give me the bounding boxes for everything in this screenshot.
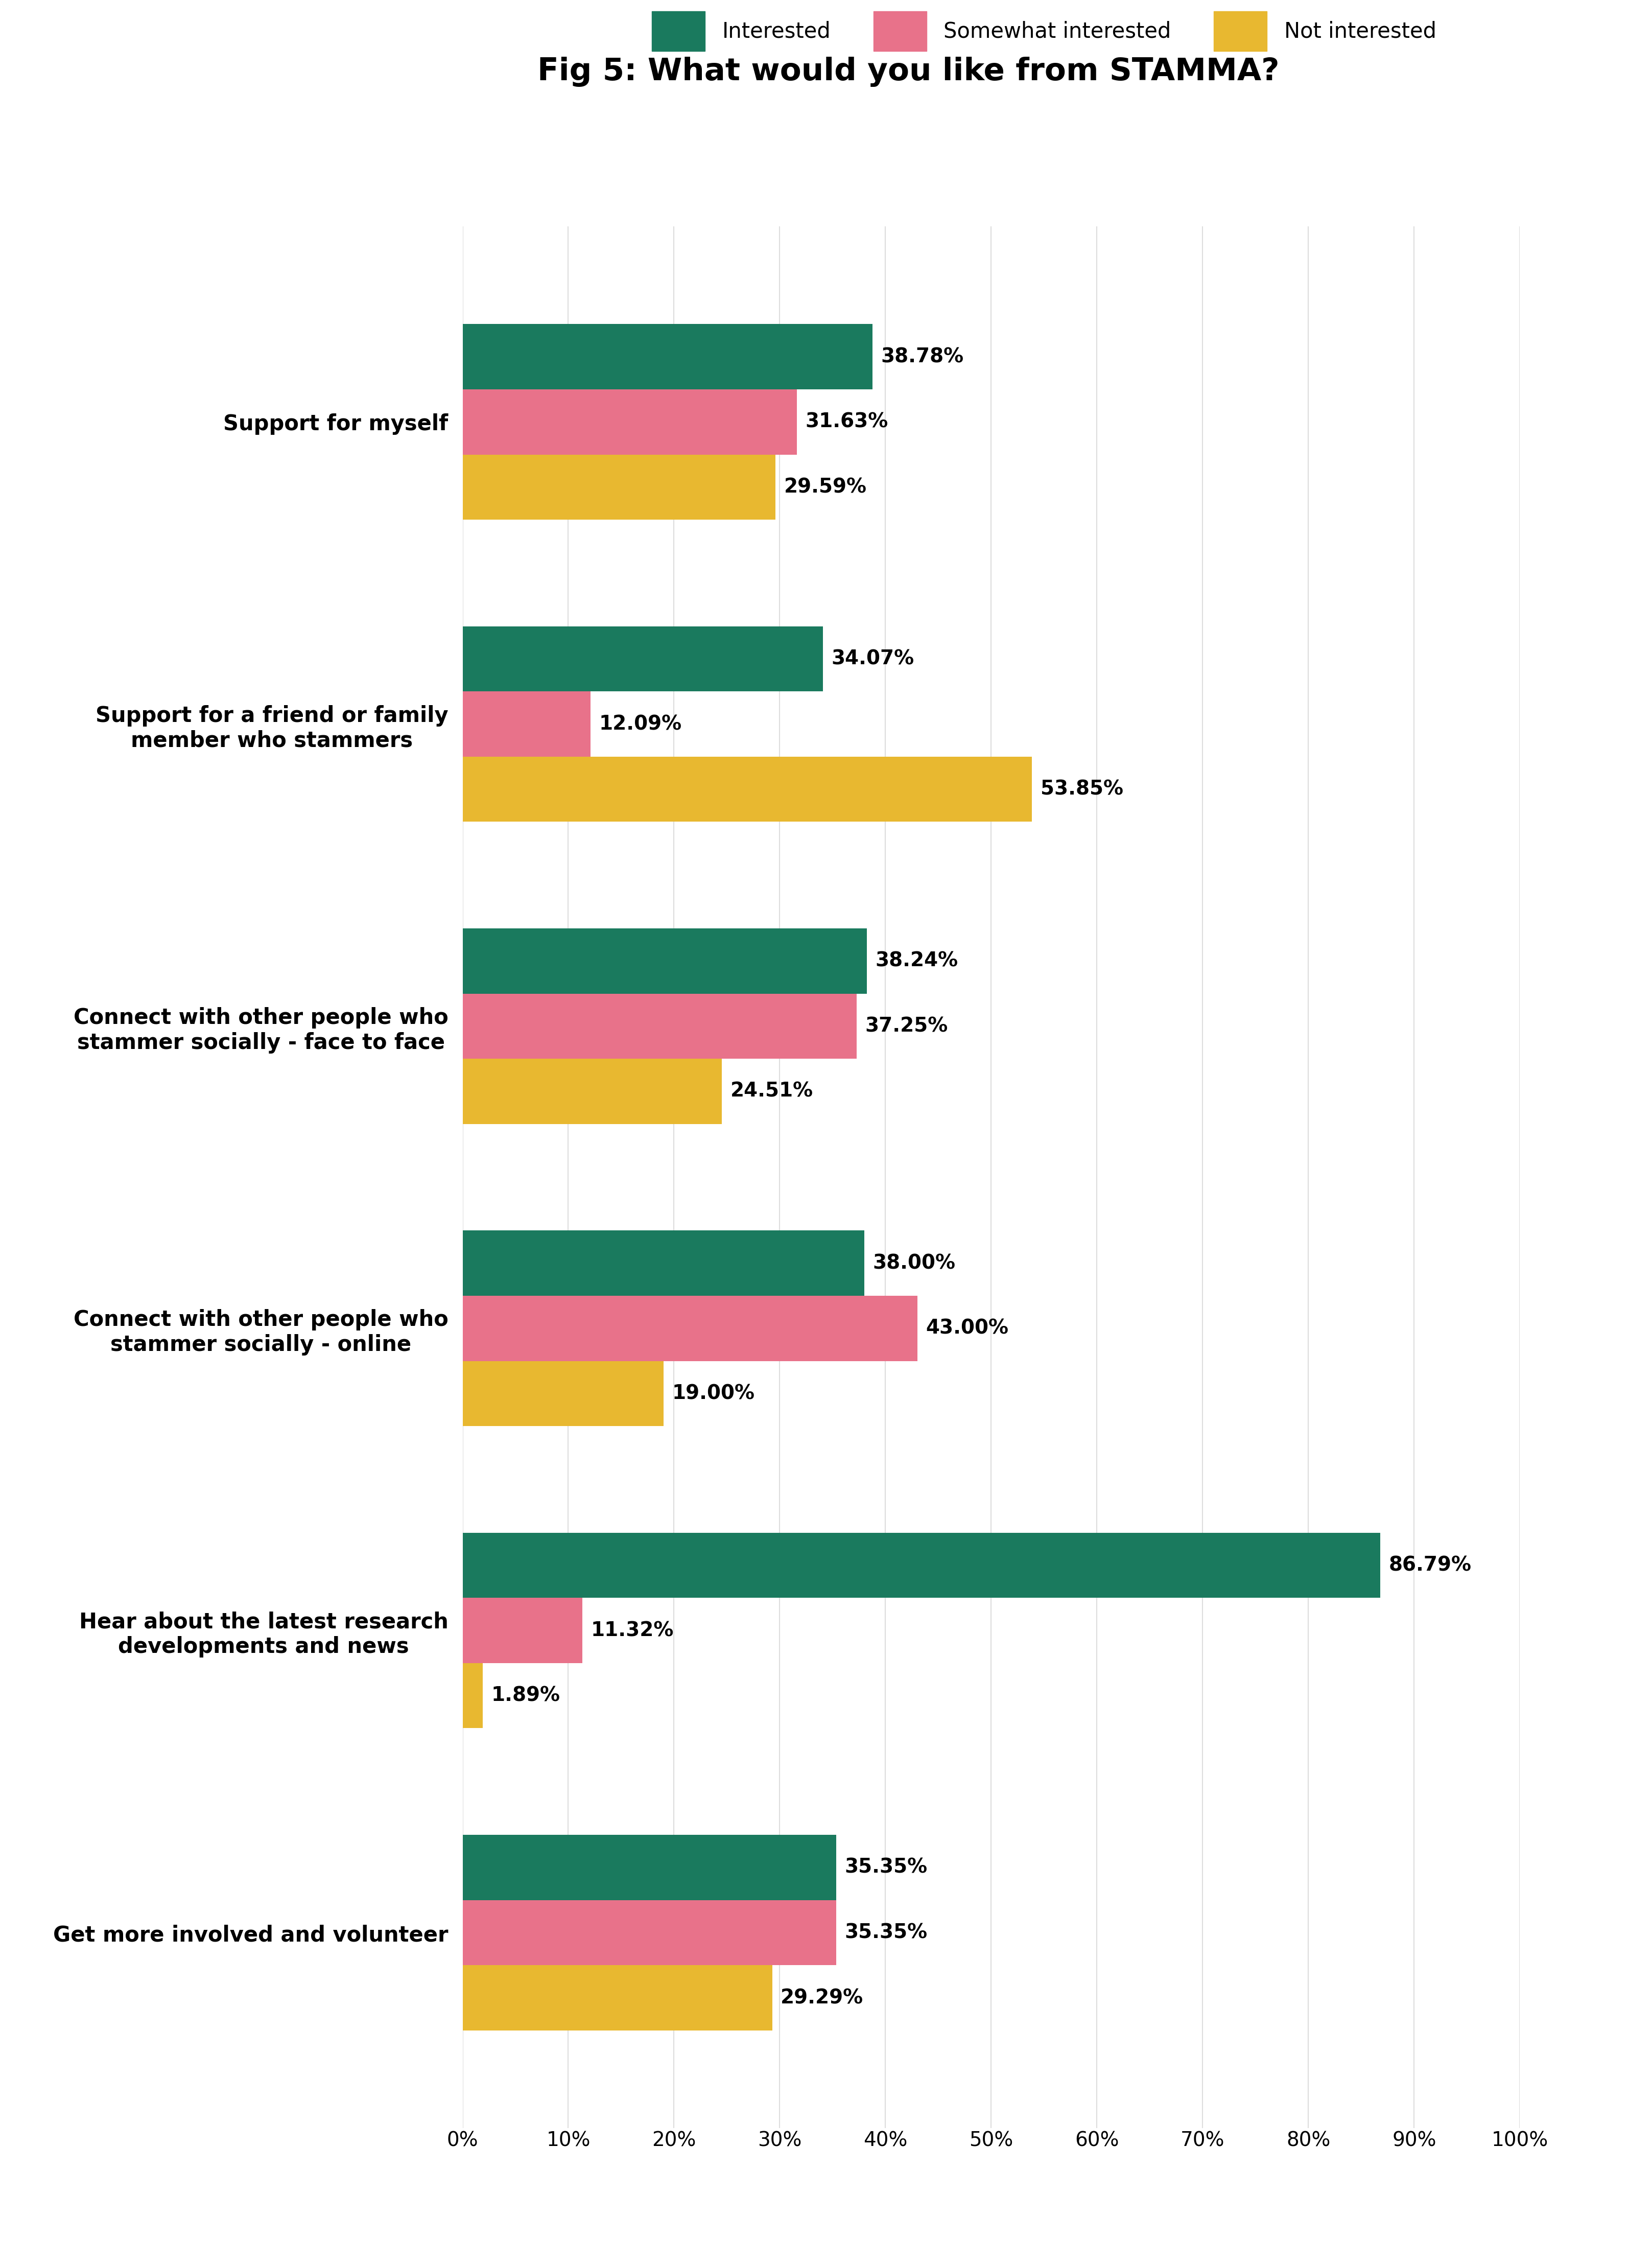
Bar (463, 389, 796, 455)
Text: 37.25%: 37.25% (866, 1017, 948, 1037)
Bar (463, 1295, 917, 1361)
Bar (463, 1834, 836, 1899)
Text: 86.79%: 86.79% (1389, 1555, 1472, 1576)
Text: 11.32%: 11.32% (591, 1621, 674, 1639)
Text: 31.63%: 31.63% (806, 412, 889, 432)
Bar (463, 1533, 1379, 1598)
Text: 43.00%: 43.00% (925, 1318, 1008, 1338)
Text: 19.00%: 19.00% (672, 1383, 755, 1404)
Text: 1.89%: 1.89% (491, 1687, 560, 1705)
Bar (463, 455, 775, 521)
Bar (463, 756, 1032, 822)
Bar (463, 1361, 664, 1426)
Bar (463, 1965, 771, 2031)
Bar (463, 1060, 722, 1123)
Text: 38.24%: 38.24% (876, 951, 958, 971)
Text: 29.29%: 29.29% (781, 1988, 864, 2008)
Bar (463, 1232, 864, 1295)
Text: 34.07%: 34.07% (831, 650, 914, 668)
Text: 35.35%: 35.35% (844, 1859, 927, 1877)
Bar (463, 928, 867, 994)
Text: 53.85%: 53.85% (1041, 779, 1123, 799)
Text: 35.35%: 35.35% (844, 1922, 927, 1943)
Text: 24.51%: 24.51% (730, 1082, 813, 1100)
Bar (463, 1899, 836, 1965)
Bar (463, 691, 590, 756)
Text: 29.59%: 29.59% (783, 478, 867, 496)
Text: Fig 5: What would you like from STAMMA?: Fig 5: What would you like from STAMMA? (537, 57, 1280, 86)
Text: 12.09%: 12.09% (598, 715, 682, 734)
Bar (463, 1664, 482, 1727)
Bar (463, 994, 856, 1060)
Bar (463, 627, 823, 691)
Text: 38.00%: 38.00% (872, 1254, 955, 1272)
Bar (463, 1598, 582, 1664)
Text: 38.78%: 38.78% (881, 346, 963, 367)
Bar (463, 324, 872, 389)
Legend: Interested, Somewhat interested, Not interested: Interested, Somewhat interested, Not int… (631, 0, 1457, 72)
